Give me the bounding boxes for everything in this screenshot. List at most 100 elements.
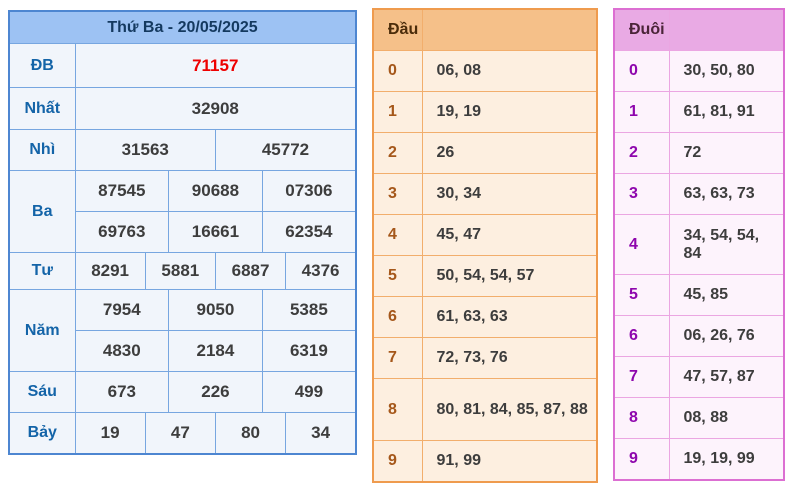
duoi-numbers: 63, 63, 73 — [668, 173, 785, 215]
duoi-header: Đuôi — [613, 8, 670, 51]
dau-numbers: 72, 73, 76 — [421, 337, 598, 379]
duoi-row: 4 34, 54, 54, 84 — [613, 214, 785, 275]
duoi-row: 0 30, 50, 80 — [613, 50, 785, 92]
duoi-row: 3 63, 63, 73 — [613, 173, 785, 215]
dau-row: 9 91, 99 — [372, 440, 598, 482]
row-label-nhat: Nhất — [8, 87, 76, 130]
duoi-row: 1 61, 81, 91 — [613, 91, 785, 133]
duoi-numbers: 19, 19, 99 — [668, 438, 785, 480]
prize-bay-value: 80 — [214, 412, 287, 454]
duoi-digit: 1 — [613, 91, 670, 133]
prize-nam-value: 7954 — [74, 289, 170, 331]
dau-numbers: 50, 54, 54, 57 — [421, 255, 598, 297]
duoi-numbers: 61, 81, 91 — [668, 91, 785, 133]
dau-digit: 8 — [372, 378, 423, 441]
prize-nam-value: 6319 — [261, 330, 357, 372]
results-table: Thứ Ba - 20/05/2025 ĐB 71157 Nhất 32908 … — [8, 10, 357, 455]
dau-digit: 6 — [372, 296, 423, 338]
dau-digit: 4 — [372, 214, 423, 256]
row-label-nhi: Nhì — [8, 129, 76, 171]
prize-ba-value: 07306 — [261, 170, 357, 212]
duoi-row: 5 45, 85 — [613, 274, 785, 316]
prize-tu-value: 6887 — [214, 252, 287, 290]
row-label-ba: Ba — [8, 170, 76, 253]
dau-table: Đầu 0 06, 08 1 19, 19 2 26 3 30, 34 4 45… — [372, 8, 598, 483]
dau-numbers: 19, 19 — [421, 91, 598, 133]
dau-row: 6 61, 63, 63 — [372, 296, 598, 338]
dau-digit: 1 — [372, 91, 423, 133]
duoi-digit: 4 — [613, 214, 670, 275]
row-label-tu: Tư — [8, 252, 76, 290]
dau-header-spacer — [421, 8, 598, 51]
dau-row: 0 06, 08 — [372, 50, 598, 92]
prize-ba-value: 90688 — [168, 170, 263, 212]
duoi-numbers: 06, 26, 76 — [668, 315, 785, 357]
dau-digit: 7 — [372, 337, 423, 379]
prize-db-value: 71157 — [74, 43, 357, 88]
prize-nam-value: 5385 — [261, 289, 357, 331]
row-label-bay: Bảy — [8, 412, 76, 454]
row-label-nam: Năm — [8, 289, 76, 372]
dau-digit: 5 — [372, 255, 423, 297]
prize-sau-value: 499 — [261, 371, 357, 413]
duoi-digit: 6 — [613, 315, 670, 357]
dau-numbers: 61, 63, 63 — [421, 296, 598, 338]
prize-tu-value: 4376 — [285, 252, 357, 290]
dau-row: 4 45, 47 — [372, 214, 598, 256]
duoi-digit: 2 — [613, 132, 670, 174]
dau-digit: 0 — [372, 50, 423, 92]
prize-tu-value: 8291 — [74, 252, 146, 290]
dau-numbers: 30, 34 — [421, 173, 598, 215]
prize-ba-value: 69763 — [74, 211, 170, 253]
duoi-row: 6 06, 26, 76 — [613, 315, 785, 357]
prize-ba-value: 87545 — [74, 170, 170, 212]
prize-bay-value: 19 — [74, 412, 146, 454]
prize-nam-value: 4830 — [74, 330, 170, 372]
prize-bay-value: 47 — [144, 412, 216, 454]
duoi-numbers: 47, 57, 87 — [668, 356, 785, 398]
dau-header: Đầu — [372, 8, 423, 51]
row-label-sau: Sáu — [8, 371, 76, 413]
prize-sau-value: 226 — [168, 371, 263, 413]
dau-numbers: 45, 47 — [421, 214, 598, 256]
prize-tu-value: 5881 — [144, 252, 216, 290]
dau-digit: 3 — [372, 173, 423, 215]
dau-digit: 9 — [372, 440, 423, 482]
row-label-db: ĐB — [8, 43, 76, 88]
dau-numbers: 91, 99 — [421, 440, 598, 482]
prize-nhi-value: 45772 — [214, 129, 357, 171]
results-title: Thứ Ba - 20/05/2025 — [8, 10, 357, 44]
duoi-table: Đuôi 0 30, 50, 80 1 61, 81, 91 2 72 3 63… — [613, 8, 785, 481]
duoi-row: 2 72 — [613, 132, 785, 174]
prize-nhat-value: 32908 — [74, 87, 357, 130]
prize-ba-value: 16661 — [168, 211, 263, 253]
dau-row: 8 80, 81, 84, 85, 87, 88 — [372, 378, 598, 441]
duoi-digit: 7 — [613, 356, 670, 398]
prize-nam-value: 9050 — [168, 289, 263, 331]
prize-ba-value: 62354 — [261, 211, 357, 253]
duoi-digit: 3 — [613, 173, 670, 215]
duoi-numbers: 34, 54, 54, 84 — [668, 214, 785, 275]
duoi-row: 9 19, 19, 99 — [613, 438, 785, 480]
dau-row: 2 26 — [372, 132, 598, 174]
duoi-row: 8 08, 88 — [613, 397, 785, 439]
duoi-numbers: 08, 88 — [668, 397, 785, 439]
duoi-row: 7 47, 57, 87 — [613, 356, 785, 398]
dau-row: 3 30, 34 — [372, 173, 598, 215]
dau-row: 7 72, 73, 76 — [372, 337, 598, 379]
dau-digit: 2 — [372, 132, 423, 174]
prize-sau-value: 673 — [74, 371, 170, 413]
dau-numbers: 80, 81, 84, 85, 87, 88 — [421, 378, 598, 441]
dau-row: 5 50, 54, 54, 57 — [372, 255, 598, 297]
dau-numbers: 26 — [421, 132, 598, 174]
prize-bay-value: 34 — [285, 412, 357, 454]
duoi-digit: 0 — [613, 50, 670, 92]
duoi-digit: 9 — [613, 438, 670, 480]
duoi-numbers: 45, 85 — [668, 274, 785, 316]
duoi-digit: 8 — [613, 397, 670, 439]
duoi-digit: 5 — [613, 274, 670, 316]
prize-nam-value: 2184 — [168, 330, 263, 372]
prize-nhi-value: 31563 — [74, 129, 216, 171]
duoi-numbers: 30, 50, 80 — [668, 50, 785, 92]
